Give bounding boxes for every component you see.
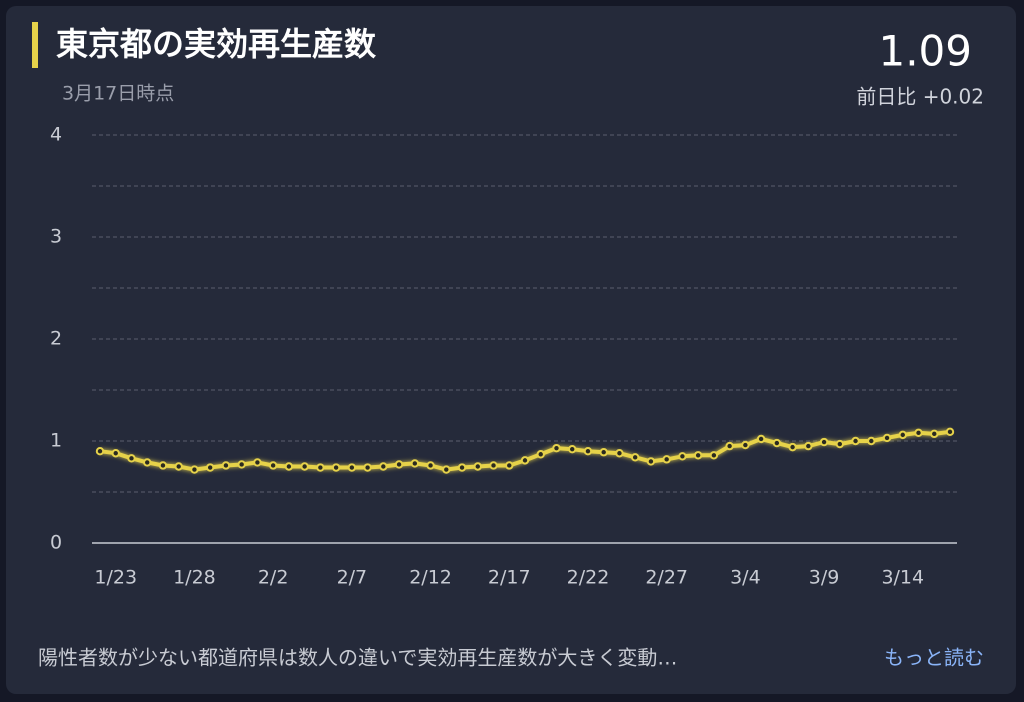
point <box>709 451 719 460</box>
point <box>316 463 325 472</box>
point <box>630 453 640 462</box>
point <box>568 444 577 454</box>
point <box>772 438 782 448</box>
point <box>615 449 624 458</box>
point <box>457 463 467 472</box>
x-tick-label: 3/9 <box>809 567 840 589</box>
point <box>898 430 907 440</box>
point <box>520 456 530 465</box>
point <box>111 449 120 458</box>
point <box>741 440 750 450</box>
point <box>410 459 420 468</box>
point <box>882 433 892 443</box>
point <box>127 454 136 463</box>
x-tick-label: 2/12 <box>409 567 452 589</box>
point <box>347 463 357 472</box>
y-tick-label: 4 <box>50 124 62 146</box>
x-tick-label: 2/27 <box>645 567 688 589</box>
y-tick-label: 3 <box>50 226 62 248</box>
point <box>95 447 105 456</box>
x-tick-label: 1/28 <box>173 567 216 589</box>
y-tick-label: 0 <box>50 532 62 554</box>
point <box>379 462 388 471</box>
point <box>599 448 608 457</box>
point <box>851 436 860 446</box>
point <box>536 450 545 459</box>
footer-text: 陽性者数が少ない都道府県は数人の違いで実効再生産数が大きく変動… <box>38 646 677 670</box>
point <box>394 460 404 469</box>
point <box>552 443 561 453</box>
chart-title: 東京都の実効再生産数 <box>56 25 377 63</box>
point <box>205 463 215 472</box>
point <box>237 460 246 469</box>
point <box>725 441 734 451</box>
x-tick-label: 3/4 <box>730 567 761 589</box>
subtitle: 3月17日時点 <box>62 83 174 105</box>
point <box>788 442 797 452</box>
point <box>284 462 294 471</box>
point <box>678 452 687 461</box>
headline-value: 1.09 <box>878 27 972 76</box>
y-tick-label: 2 <box>50 328 62 350</box>
point <box>363 463 372 472</box>
point <box>756 434 766 444</box>
point <box>930 429 939 439</box>
point <box>662 455 671 464</box>
point <box>505 461 514 470</box>
point <box>819 437 829 447</box>
x-tick-label: 2/17 <box>488 567 531 589</box>
point <box>693 451 703 460</box>
x-tick-label: 1/23 <box>94 567 137 589</box>
point <box>268 461 278 470</box>
point <box>646 457 656 466</box>
point <box>158 461 168 470</box>
y-tick-label: 1 <box>50 430 62 452</box>
point <box>174 462 183 471</box>
point <box>331 463 341 472</box>
x-tick-label: 3/14 <box>881 567 924 589</box>
title-accent <box>32 22 38 68</box>
point <box>253 458 262 467</box>
point <box>221 461 231 470</box>
point <box>473 462 482 471</box>
point <box>804 441 813 451</box>
point <box>300 462 309 471</box>
card <box>6 6 1016 694</box>
point <box>442 465 451 474</box>
point <box>914 428 923 438</box>
point <box>867 436 876 446</box>
point <box>835 439 845 449</box>
point <box>143 458 152 467</box>
x-tick-label: 2/22 <box>567 567 610 589</box>
point <box>583 447 593 456</box>
x-tick-label: 2/2 <box>258 567 289 589</box>
point <box>190 465 199 474</box>
point <box>426 461 435 470</box>
point <box>489 461 498 470</box>
point <box>945 427 955 437</box>
plot: 0 1 2 3 4 1/23 1/28 2/2 2/7 2/12 2/17 2/22 2/27 3/4 3/… <box>50 124 957 589</box>
read-more-link[interactable]: もっと読む <box>884 646 984 670</box>
headline-change: 前日比 +0.02 <box>856 85 984 109</box>
x-tick-label: 2/7 <box>337 567 368 589</box>
